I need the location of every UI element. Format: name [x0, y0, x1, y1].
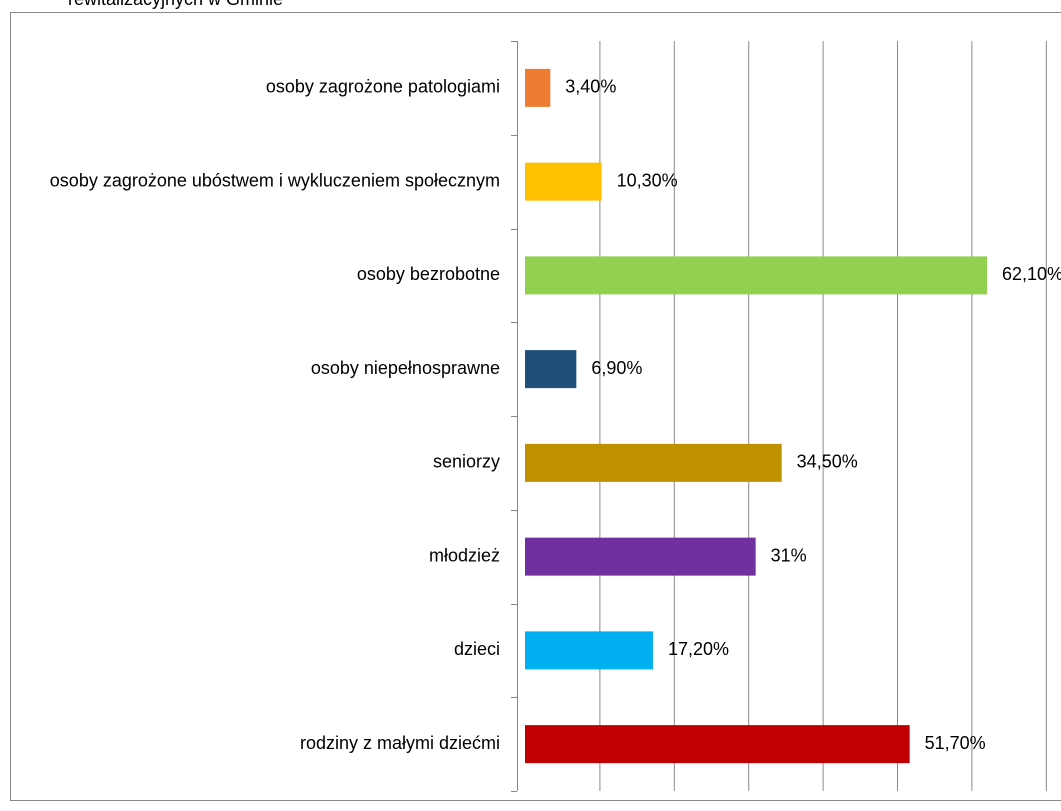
category-label: rodziny z małymi dziećmi	[300, 733, 500, 753]
value-label: 6,90%	[591, 358, 642, 378]
bar	[525, 631, 653, 670]
chart-border	[10, 12, 1061, 801]
value-label: 17,20%	[668, 639, 729, 659]
bar	[525, 350, 577, 389]
category-label: osoby niepełnosprawne	[311, 358, 500, 378]
category-label: osoby zagrożone patologiami	[266, 77, 500, 97]
value-label: 31%	[771, 545, 807, 565]
category-label: osoby bezrobotne	[357, 264, 500, 284]
category-label: osoby zagrożone ubóstwem i wykluczeniem …	[50, 170, 500, 190]
chart-title: rewitalizacyjnych w Gminie	[68, 0, 283, 9]
title-backdrop	[60, 0, 400, 12]
bar	[525, 162, 602, 201]
bar	[525, 725, 910, 764]
value-label: 10,30%	[617, 170, 678, 190]
category-label: dzieci	[454, 639, 500, 659]
bar	[525, 537, 756, 576]
bar	[525, 68, 551, 107]
bar	[525, 443, 782, 482]
value-label: 34,50%	[797, 452, 858, 472]
category-label: seniorzy	[433, 452, 500, 472]
value-label: 51,70%	[925, 733, 986, 753]
category-label: młodzież	[429, 545, 500, 565]
value-label: 3,40%	[565, 77, 616, 97]
value-label: 62,10%	[1002, 264, 1061, 284]
bar	[525, 256, 988, 295]
